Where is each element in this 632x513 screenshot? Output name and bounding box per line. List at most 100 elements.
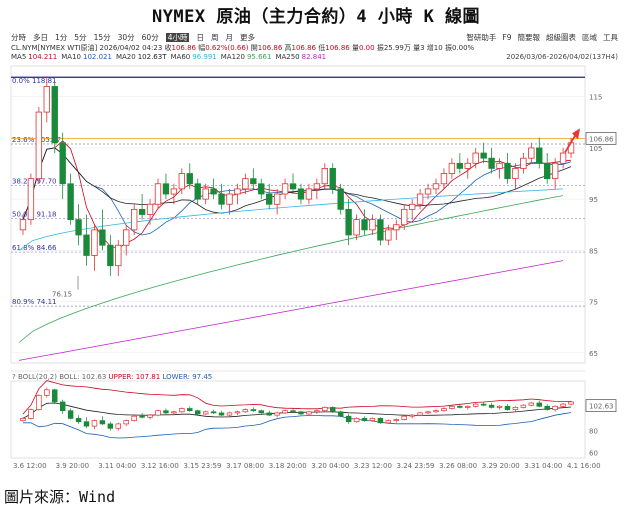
change-label: 幅 [198,44,206,52]
candle-body [424,188,432,195]
ma-value-3: 96.991 [192,53,217,61]
boll-candle-body [528,402,535,406]
boll-candle-body [194,410,201,415]
period-tab-0[interactable]: 分時 [11,33,26,42]
candle-body [107,244,114,267]
candle-body [440,173,448,185]
tool-item-2[interactable]: 簡要報 [517,33,541,42]
period-tab-9[interactable]: 周 [210,33,219,42]
boll-candle-body [314,410,320,413]
boll-candle-body [226,412,233,416]
candle-body [59,142,66,185]
y-tick-label: 75 [589,299,598,307]
period-tab-6[interactable]: 60分 [141,33,159,42]
boll-candle-body [282,410,288,414]
period-tab-3[interactable]: 5分 [74,33,87,42]
high-label: 高 [284,44,292,52]
boll-candle-body [202,411,209,415]
x-tick-label: 3.20 04:00 [311,462,349,470]
ma-value-4: 95.661 [246,53,272,61]
boll-candle-body [488,404,495,408]
candle-body [130,208,138,231]
candle-body [194,183,201,200]
high-value: 106.86 [291,44,317,52]
oi-label: 增 [426,44,434,52]
period-tab-7[interactable]: 4小時 [165,33,190,42]
ma5-line [22,140,572,249]
boll-candle-body [59,401,66,412]
y-tick-label: 115 [589,94,602,102]
open-value: 106.86 [257,44,283,52]
ma-value-5: 82.841 [301,53,327,61]
boll-candle-body [210,411,217,414]
period-tab-1[interactable]: 多日 [33,33,48,42]
boll-candle-body [147,414,153,418]
candle-body [281,183,289,195]
boll-candle-body [91,420,98,427]
candle-body [99,229,106,246]
candle-body [91,229,98,256]
boll-y-tick: 60 [589,450,598,458]
boll-last-tag [585,399,617,412]
x-tick-label: 3.17 08:00 [226,462,264,470]
tool-item-4[interactable]: 區域 [582,33,597,42]
candle-body [266,193,273,205]
candle-body [242,178,249,190]
period-tab-4[interactable]: 15分 [93,33,111,42]
ma120-line [18,195,564,343]
boll-candle-body [67,410,74,419]
quote-line: CL.NYM[NYMEX WTI原油] 2026/04/02 04:23 收10… [11,43,474,53]
period-tab-11[interactable]: 更多 [239,33,255,42]
boll-y-tick: 80 [589,428,598,436]
boll-candle-body [560,403,566,407]
boll-candle-body [266,412,272,416]
up-arrow-head [572,128,581,140]
candle-body [456,162,464,169]
x-tick-label: 3.11 04:00 [98,462,136,470]
candle-body [226,193,233,205]
period-tab-2[interactable]: 1分 [55,33,68,42]
period-tab-5[interactable]: 30分 [117,33,135,42]
volume-value: 0.00 [358,44,375,52]
boll-upper-line [22,380,572,415]
chg-label: 振 [444,44,452,52]
candle-body [289,183,297,190]
ma-label-3: MA60 [170,53,191,61]
boll-candle-body [258,410,264,414]
candle-body [305,188,313,200]
boll-candle-body [131,415,137,421]
candle-body [154,183,162,205]
boll-candle-body [457,405,463,408]
candle-body [35,111,43,180]
boll-candle-body [417,412,423,416]
quote-datetime: 2026/04/02 04:23 [99,44,163,52]
boll-candle-body [187,408,193,412]
close-value: 106.86 [171,44,197,52]
tool-item-0[interactable]: 智研助手 [466,33,497,42]
volume-label: 量 [351,44,359,52]
boll-candle-body [385,420,392,424]
candle-body [408,203,416,210]
boll-candle-body [496,405,503,408]
candle-body [416,193,424,205]
period-tab-8[interactable]: 日 [196,33,204,42]
chart-title: NYMEX 原油（主力合約）4 小時 K 線圖 [151,7,481,27]
boll-candle-body [139,415,145,418]
tool-item-3[interactable]: 超級圖表 [546,33,576,42]
fib-label: 0.0% 118.81 [12,77,57,85]
ma-label-0: MA5 [11,53,27,61]
period-toolbar: 分時 多日 1分 5分 15分 30分 60分 4小時日周月更多 [11,32,262,44]
candle-body [186,173,193,185]
tool-item-5[interactable]: 工具 [603,33,618,42]
boll-candle-body [369,418,376,421]
boll-candle-body [449,405,455,409]
x-tick-label: 3.6 12:00 [13,462,47,470]
low-label: 低 [318,44,326,52]
x-tick-label: 3.31 04:00 [524,462,562,470]
chg-value: 0.00% [451,44,475,52]
x-tick-label: 3.15 23:59 [183,462,221,470]
boll-candle-body [377,418,384,424]
period-tab-10[interactable]: 月 [225,33,233,42]
tool-item-1[interactable]: F9 [502,33,512,42]
